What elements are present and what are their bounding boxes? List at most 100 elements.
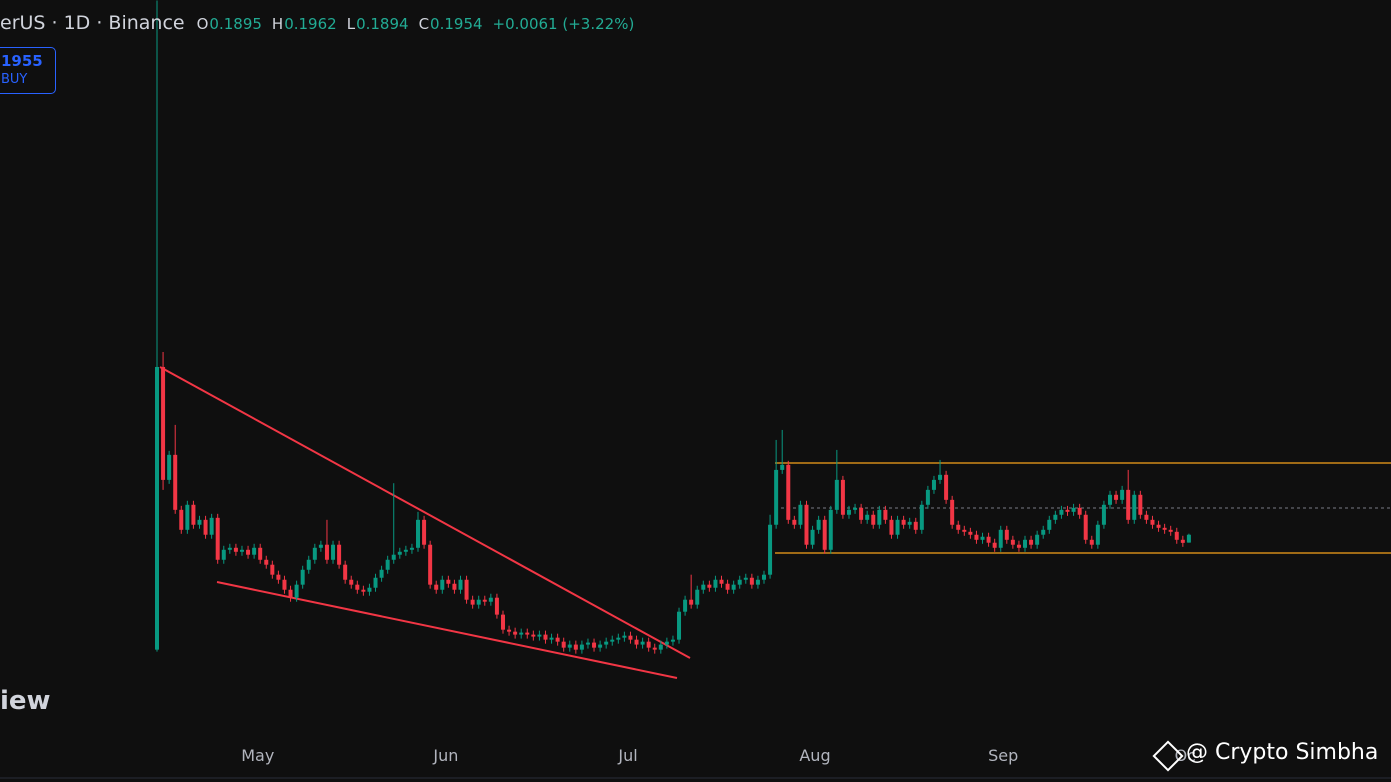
x-tick-label: Jun [432,746,458,765]
candle-body [1095,524,1100,545]
x-tick-label: May [241,746,274,765]
trend-line [159,366,691,659]
candle-body [731,584,736,590]
candle-body [1059,509,1064,515]
candle-body [397,551,402,555]
candle-body [239,549,244,552]
candle-body [494,597,499,615]
candle-body [1101,504,1106,525]
candle-body [992,542,997,548]
candle-body [519,632,524,635]
candle-body [1180,539,1185,543]
candle-body [925,489,930,505]
watermark: iew [0,686,51,716]
candle-body [677,611,682,640]
candle-body [209,517,214,535]
candle-body [349,579,354,585]
candle-body [1174,531,1179,540]
candle-body [871,514,876,525]
candle-body [294,584,299,598]
candle-body [416,519,421,548]
candle-body [373,577,378,588]
candle-body [707,584,712,588]
candle-body [658,644,663,650]
candle-body [804,504,809,545]
candle-body [507,629,512,632]
candle-body [306,559,311,570]
x-tick-label: Oc [1175,746,1196,765]
trend-line [216,581,678,679]
buy-label: BUY [1,72,28,87]
candle-body [695,589,700,605]
candle-body [288,589,293,598]
candle-body [701,584,706,590]
candle-body [252,547,257,555]
candle-body [998,529,1003,548]
candle-body [1071,507,1076,512]
candle-body [246,549,251,555]
candle-body [859,507,864,520]
candles [155,0,1191,654]
symbol: erUS · 1D · Binance [0,12,185,34]
candle-body [810,529,815,545]
candle-body [446,579,451,584]
candle-body [561,641,566,648]
candle-body [755,579,760,585]
candle-body [215,517,220,560]
candle-body [1168,529,1173,532]
candle-body [1041,529,1046,535]
candle-body [780,464,785,470]
candle-body [919,504,924,530]
ohlc-label: H [271,15,284,33]
candle-body [1138,494,1143,515]
candle-body [950,499,955,525]
candle-body [482,599,487,602]
watermark: @ Crypto Simbha [1186,740,1379,765]
candle-body [191,504,196,525]
candle-body [1120,489,1125,500]
candle-body [179,509,184,530]
candle-body [944,474,949,500]
candle-body [355,584,360,590]
candle-body [1132,494,1137,520]
candle-body [385,559,390,570]
candle-body [324,544,329,560]
candle-body [1144,514,1149,520]
buy-button[interactable]: 1955 BUY [0,47,56,94]
candle-body [155,366,159,650]
candle-body [834,479,839,510]
candle-body [865,514,870,520]
candle-body [737,579,742,585]
candle-body [634,639,639,645]
candle-body [1047,519,1052,530]
candle-body [877,509,882,525]
candle-body [846,509,851,515]
candle-body [725,583,730,590]
candle-body [1156,524,1161,528]
candle-body [968,531,973,535]
candle-body [270,564,275,575]
candle-body [300,569,305,585]
candle-body [573,644,578,650]
candle-body [513,631,518,635]
buy-price: 1955 [1,52,43,70]
candle-body [816,519,821,530]
candle-body [203,519,208,535]
candle-body [500,614,505,630]
candle-body [798,504,803,525]
candle-body [167,454,172,480]
candle-body [276,574,281,580]
candle-body [1126,489,1131,520]
candle-body [440,579,445,590]
candle-body [585,642,590,645]
ohlc-label: L [346,15,356,33]
candle-body [907,521,912,525]
candle-body [428,544,433,585]
candle-body [422,519,427,545]
candle-body [1029,539,1034,545]
candle-body [1004,529,1009,540]
candle-body [1077,507,1082,515]
header: erUS · 1D · Binance O 0.1895 H 0.1962 L 0.1… [0,12,634,34]
candle-body [1150,519,1155,525]
candle-body [974,534,979,540]
